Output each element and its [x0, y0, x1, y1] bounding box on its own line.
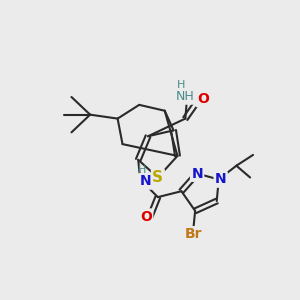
Text: H: H: [177, 80, 186, 90]
Text: O: O: [197, 92, 209, 106]
Text: N: N: [191, 167, 203, 181]
Text: NH: NH: [176, 91, 195, 103]
Text: N: N: [139, 174, 151, 188]
Text: O: O: [140, 210, 152, 224]
Text: S: S: [152, 170, 164, 185]
Text: H: H: [138, 165, 146, 175]
Text: Br: Br: [184, 227, 202, 242]
Text: N: N: [215, 172, 226, 186]
